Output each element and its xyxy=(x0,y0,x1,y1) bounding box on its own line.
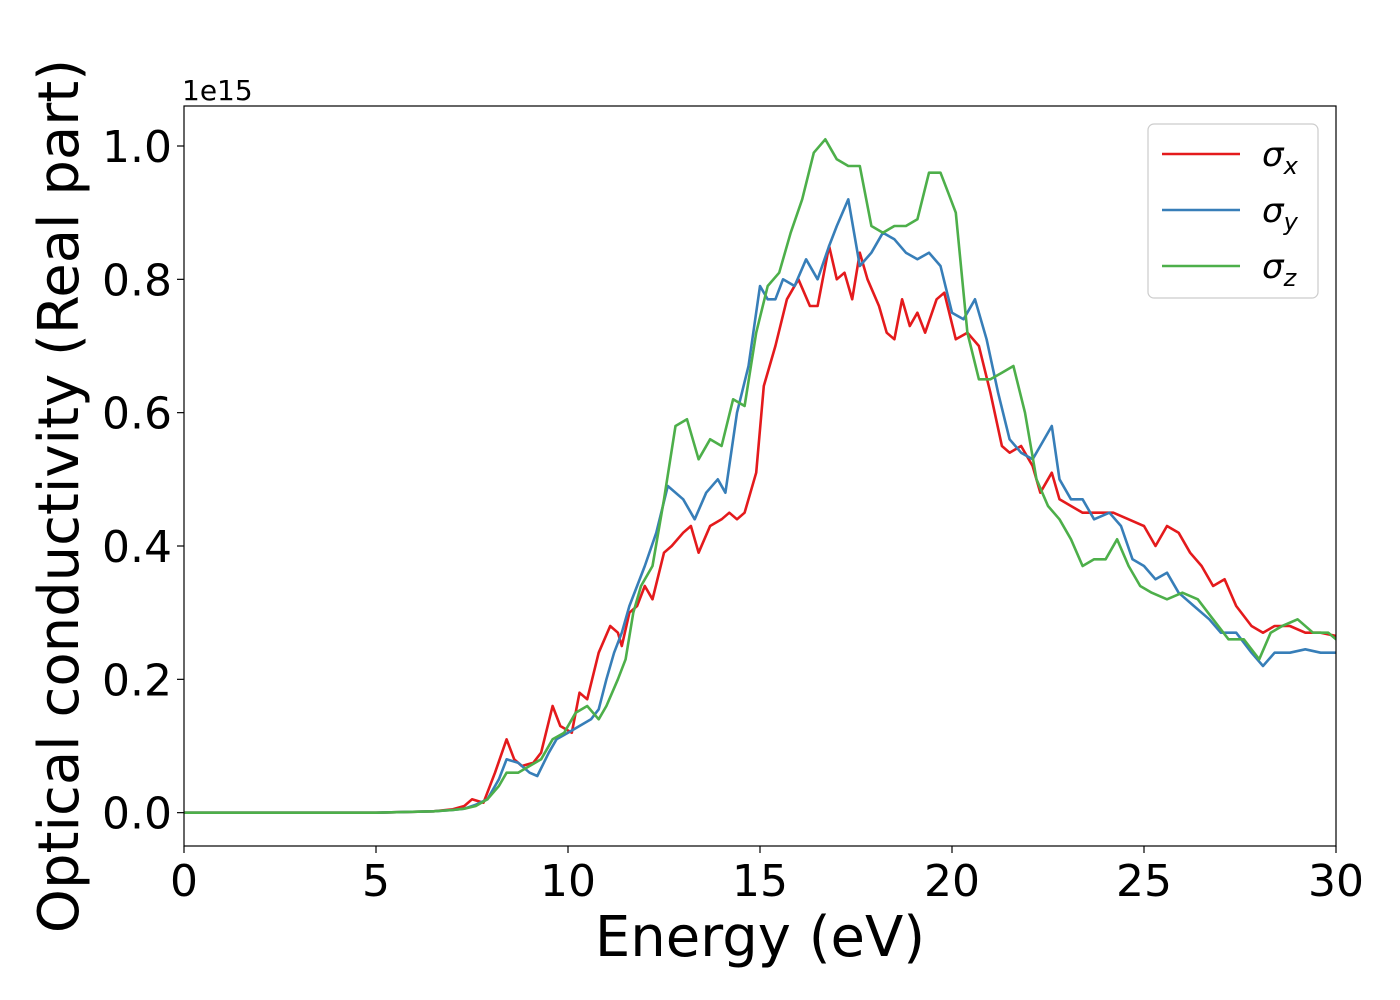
series-layer xyxy=(184,138,1336,814)
y-tick-label: 0.2 xyxy=(102,655,172,706)
legend: σx σy σz xyxy=(1147,123,1319,299)
y-tick-label: 0.6 xyxy=(102,389,172,440)
x-tick-label: 30 xyxy=(1308,856,1364,907)
x-tick-label: 15 xyxy=(732,856,788,907)
x-tick-label: 25 xyxy=(1116,856,1172,907)
legend-label-sigma-x: σx xyxy=(1262,135,1299,180)
y-tick-label: 0.0 xyxy=(102,789,172,840)
x-tick-label: 20 xyxy=(924,856,980,907)
y-tick-label: 0.4 xyxy=(102,522,172,573)
series-line-sigma-x xyxy=(184,244,1336,814)
x-tick-label: 0 xyxy=(170,856,198,907)
y-axis-ticks: 0.0 0.2 0.4 0.6 0.8 1.0 xyxy=(102,122,184,840)
y-tick-label: 0.8 xyxy=(102,255,172,306)
series-line-sigma-y xyxy=(184,198,1336,814)
legend-label-sigma-z: σz xyxy=(1262,247,1298,292)
series-line-sigma-z xyxy=(184,138,1336,814)
y-offset-label: 1e15 xyxy=(182,74,253,107)
x-axis-label: Energy (eV) xyxy=(595,905,925,970)
x-tick-label: 5 xyxy=(362,856,390,907)
y-tick-label: 1.0 xyxy=(102,122,172,173)
legend-label-sigma-y: σy xyxy=(1262,191,1299,236)
x-tick-label: 10 xyxy=(540,856,596,907)
x-axis-ticks: 0 5 10 15 20 25 30 xyxy=(170,846,1364,907)
y-axis-label: Optical conductivity (Real part) xyxy=(27,59,92,933)
